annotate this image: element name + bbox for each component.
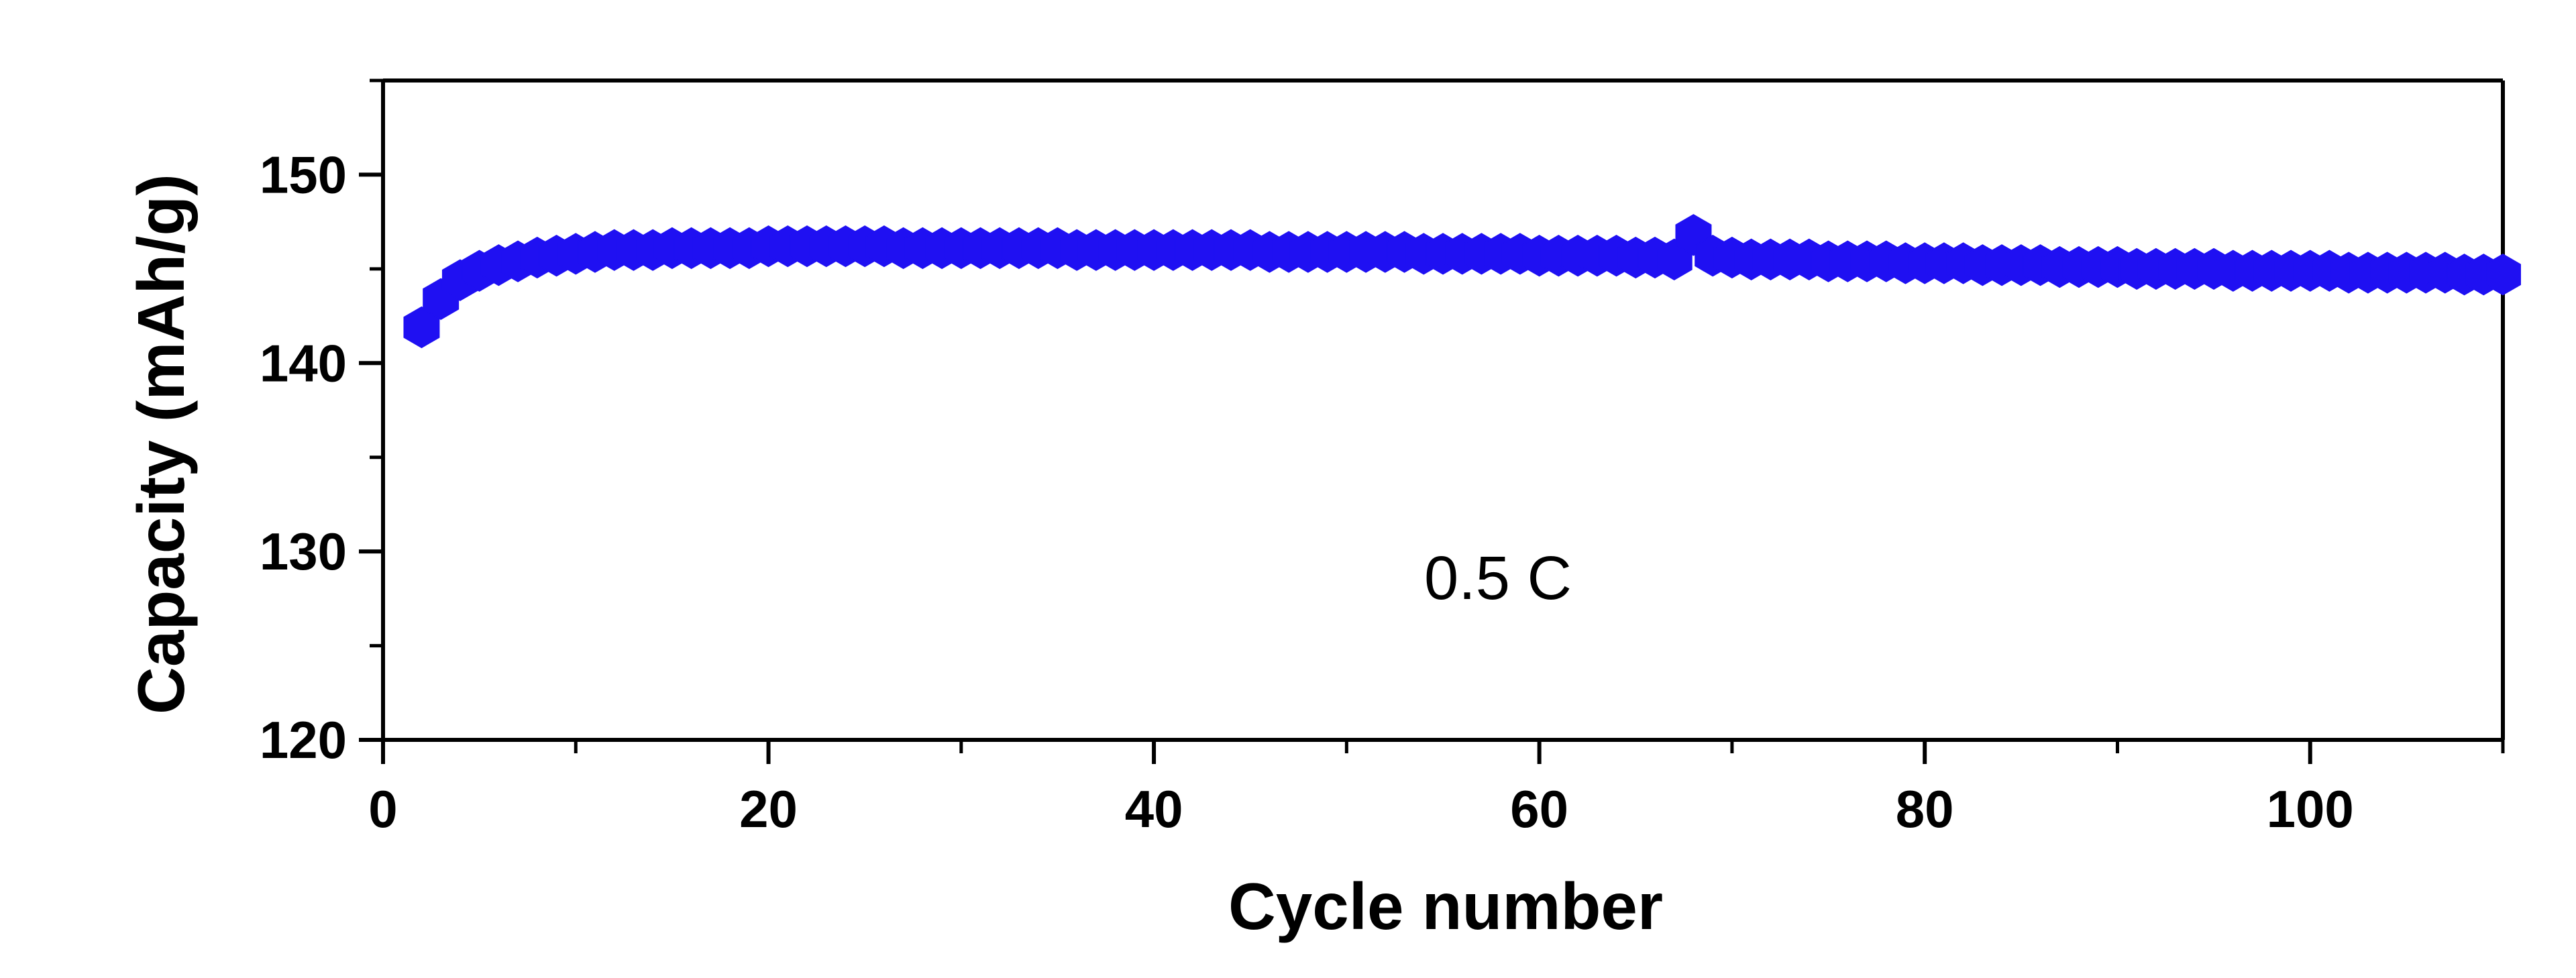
x-tick-label: 40	[1125, 779, 1183, 838]
x-tick-label: 100	[2267, 779, 2354, 838]
x-axis-title: Cycle number	[1228, 869, 1663, 943]
x-tick-label: 60	[1510, 779, 1568, 838]
y-tick-label: 120	[260, 710, 347, 769]
tick-layer: 0 20 40 60 80 100 120 130 140 150	[260, 78, 2505, 838]
axis-layer	[381, 78, 2505, 742]
y-tick-label: 140	[260, 333, 347, 392]
data-point-marker	[2485, 254, 2521, 296]
x-tick-label: 80	[1896, 779, 1954, 838]
y-tick-label: 130	[260, 522, 347, 581]
rate-annotation: 0.5 C	[1424, 544, 1572, 612]
x-tick-label: 0	[368, 779, 397, 838]
x-tick-label: 20	[739, 779, 798, 838]
y-axis-title: Capacity (mAh/g)	[124, 174, 198, 714]
y-tick-label: 150	[260, 145, 347, 204]
data-point-layer	[403, 214, 2521, 349]
